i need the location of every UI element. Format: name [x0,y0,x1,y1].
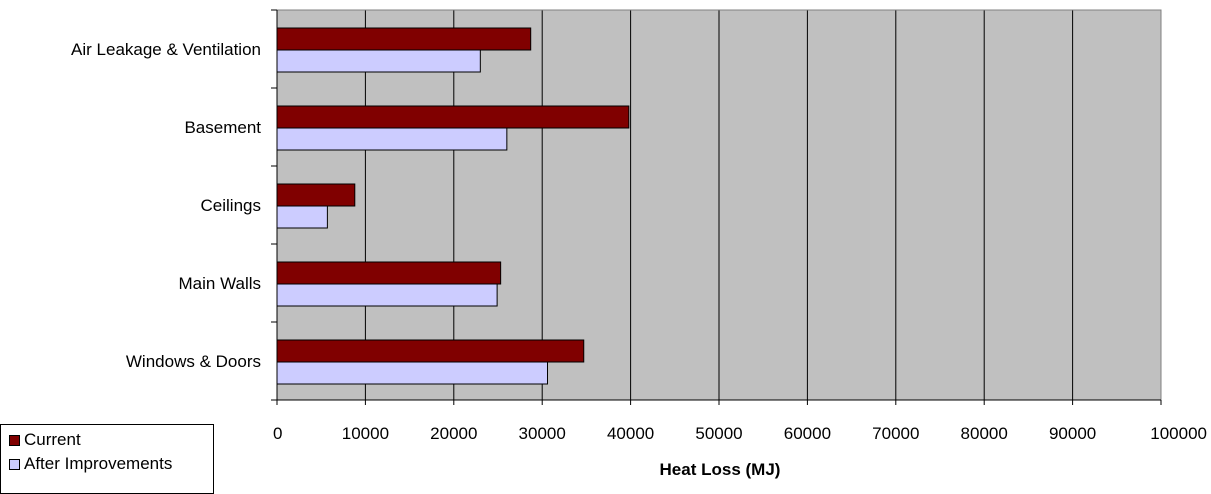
heat-loss-chart: Air Leakage & Ventilation Basement Ceiling… [71,9,1207,479]
x-tick-label: 90000 [1049,424,1096,443]
x-tick-label: 30000 [519,424,566,443]
x-tick-label: 50000 [695,424,742,443]
bar-after-improvements [276,127,508,151]
legend-swatch-after-improvements [9,458,20,470]
legend-item-after-improvements: After Improvements [9,454,172,474]
bar-after-improvements [276,205,328,229]
legend-label-after-improvements: After Improvements [24,454,173,473]
bar-current [276,339,585,363]
category-label: Windows & Doors [126,352,261,371]
category-label: Air Leakage & Ventilation [71,40,261,59]
bar-after-improvements [276,49,481,73]
bar-after-improvements [276,283,498,307]
category-label: Basement [184,118,261,137]
legend: Current After Improvements [0,424,214,494]
bar-current [276,105,630,129]
x-tick-label: 60000 [784,424,831,443]
legend-label-current: Current [24,430,81,449]
x-tick-label: 10000 [342,424,389,443]
legend-item-current: Current [9,430,81,450]
category-label: Main Walls [179,274,262,293]
bar-current [276,261,502,285]
x-tick-label: 100000 [1150,424,1207,443]
x-tick-label: 80000 [961,424,1008,443]
x-axis-title: Heat Loss (MJ) [660,460,781,479]
x-tick-label: 40000 [607,424,654,443]
bar-current [276,183,356,207]
x-tick-label: 0 [273,424,282,443]
bar-after-improvements [276,361,549,385]
category-label: Ceilings [201,196,261,215]
legend-swatch-current [9,434,20,446]
x-tick-label: 70000 [872,424,919,443]
x-tick-label: 20000 [430,424,477,443]
bar-current [276,27,532,51]
